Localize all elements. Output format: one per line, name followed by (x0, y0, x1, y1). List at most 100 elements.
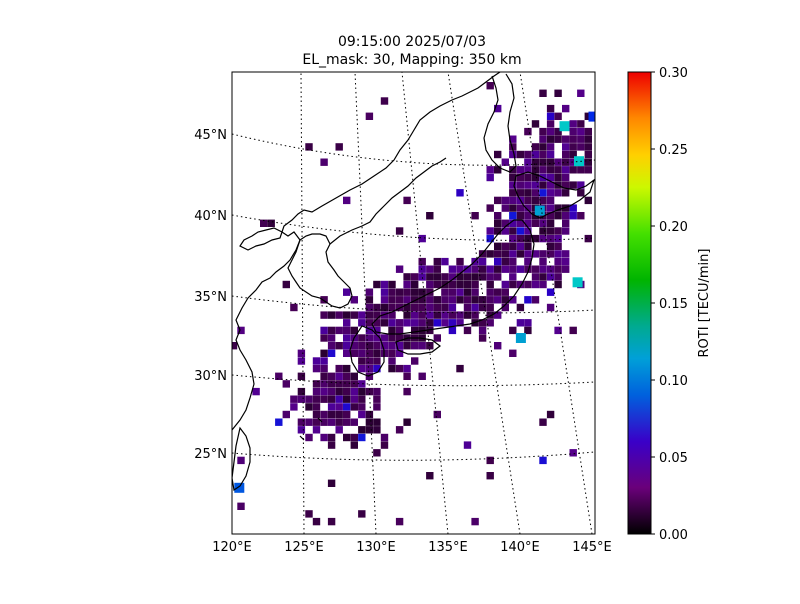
roti-cell (516, 265, 525, 273)
x-tick-130e: 130°E (356, 540, 396, 555)
roti-cell (358, 395, 366, 403)
roti-high-spot-1 (515, 333, 526, 343)
roti-cell (516, 166, 525, 174)
roti-cell (433, 334, 441, 342)
meridian-145e (519, 72, 593, 534)
roti-cell (312, 357, 321, 365)
roti-cell (373, 364, 381, 373)
roti-cell (358, 380, 366, 388)
x-tick-145e: 145°E (572, 540, 612, 555)
roti-cell (282, 410, 290, 419)
roti-cell (524, 296, 532, 304)
roti-cell (539, 227, 547, 235)
cbar-tick-6: 0.30 (659, 66, 688, 81)
roti-cell (426, 472, 434, 480)
roti-cell (516, 280, 525, 289)
roti-cell (546, 173, 555, 182)
roti-cell (395, 265, 404, 273)
roti-cell (395, 227, 404, 235)
roti-cell (373, 319, 381, 327)
roti-cell (365, 112, 374, 120)
x-tick-120e: 120°E (212, 540, 252, 555)
roti-cell (320, 433, 328, 442)
roti-cell (380, 97, 389, 105)
roti-cell (524, 280, 532, 289)
roti-cell (494, 104, 502, 113)
roti-cell (320, 380, 328, 388)
roti-cell (343, 372, 351, 380)
roti-cell (327, 410, 336, 419)
roti-cell (456, 189, 464, 197)
roti-cell (335, 311, 343, 319)
roti-cell (486, 173, 494, 182)
roti-cell (471, 212, 479, 220)
roti-cell (411, 288, 419, 296)
roti-cell (411, 311, 419, 319)
roti-cell (539, 257, 547, 266)
roti-cell (343, 342, 351, 350)
roti-cell (327, 403, 336, 411)
roti-cell (335, 410, 343, 419)
roti-cell (350, 326, 358, 335)
roti-cell (327, 441, 336, 449)
cbar-tick-4: 0.20 (659, 220, 688, 235)
roti-cell (539, 158, 547, 166)
roti-cell (433, 273, 441, 281)
roti-cell (577, 120, 585, 128)
roti-cell (524, 166, 532, 174)
roti-cell (531, 143, 540, 151)
roti-cell (312, 364, 321, 373)
roti-cell (509, 296, 517, 304)
roti-cell (554, 227, 562, 235)
roti-cell (411, 326, 419, 335)
roti-cell (426, 311, 434, 319)
roti-cell (297, 395, 306, 403)
roti-cell (373, 326, 381, 335)
roti-cell (388, 342, 396, 350)
roti-cell (411, 280, 419, 289)
roti-cell (494, 212, 502, 220)
roti-cell (327, 311, 336, 319)
roti-cell (562, 257, 570, 266)
roti-cell (320, 326, 328, 335)
roti-cell (365, 357, 374, 365)
roti-cell (418, 303, 426, 312)
roti-cell (554, 166, 562, 174)
roti-cell (388, 280, 396, 289)
roti-cell (546, 112, 555, 120)
roti-cell (509, 280, 517, 289)
roti-high-spot-2 (572, 277, 583, 288)
x-tick-labels: 120°E 125°E 130°E 135°E 140°E 145°E (212, 540, 612, 555)
roti-cell (380, 319, 389, 327)
roti-cell (297, 426, 306, 434)
cbar-tick-2: 0.10 (659, 374, 688, 389)
roti-cell (577, 143, 585, 151)
roti-cell (509, 250, 517, 258)
roti-cell (509, 227, 517, 235)
roti-cell (365, 418, 374, 426)
roti-cell (365, 288, 374, 296)
roti-cell (569, 135, 577, 143)
roti-cell (343, 319, 351, 327)
roti-high-spot-6 (588, 111, 595, 122)
roti-cell (554, 242, 562, 250)
roti-cell (516, 250, 525, 258)
roti-cell (343, 288, 351, 296)
roti-cell (448, 273, 457, 281)
roti-cell (456, 265, 464, 273)
roti-cell (343, 380, 351, 388)
roti-cell (395, 319, 404, 327)
roti-cell (486, 166, 494, 174)
roti-cell (350, 311, 358, 319)
map-frame (231, 71, 596, 535)
roti-cell (554, 273, 562, 281)
roti-cell (501, 257, 509, 266)
roti-cell (441, 303, 449, 312)
roti-cell (237, 456, 245, 465)
roti-cell (569, 212, 577, 220)
roti-cell (373, 395, 381, 403)
roti-cell (509, 173, 517, 182)
roti-cell (290, 395, 298, 403)
roti-cell (463, 441, 472, 449)
roti-cell (335, 143, 343, 151)
